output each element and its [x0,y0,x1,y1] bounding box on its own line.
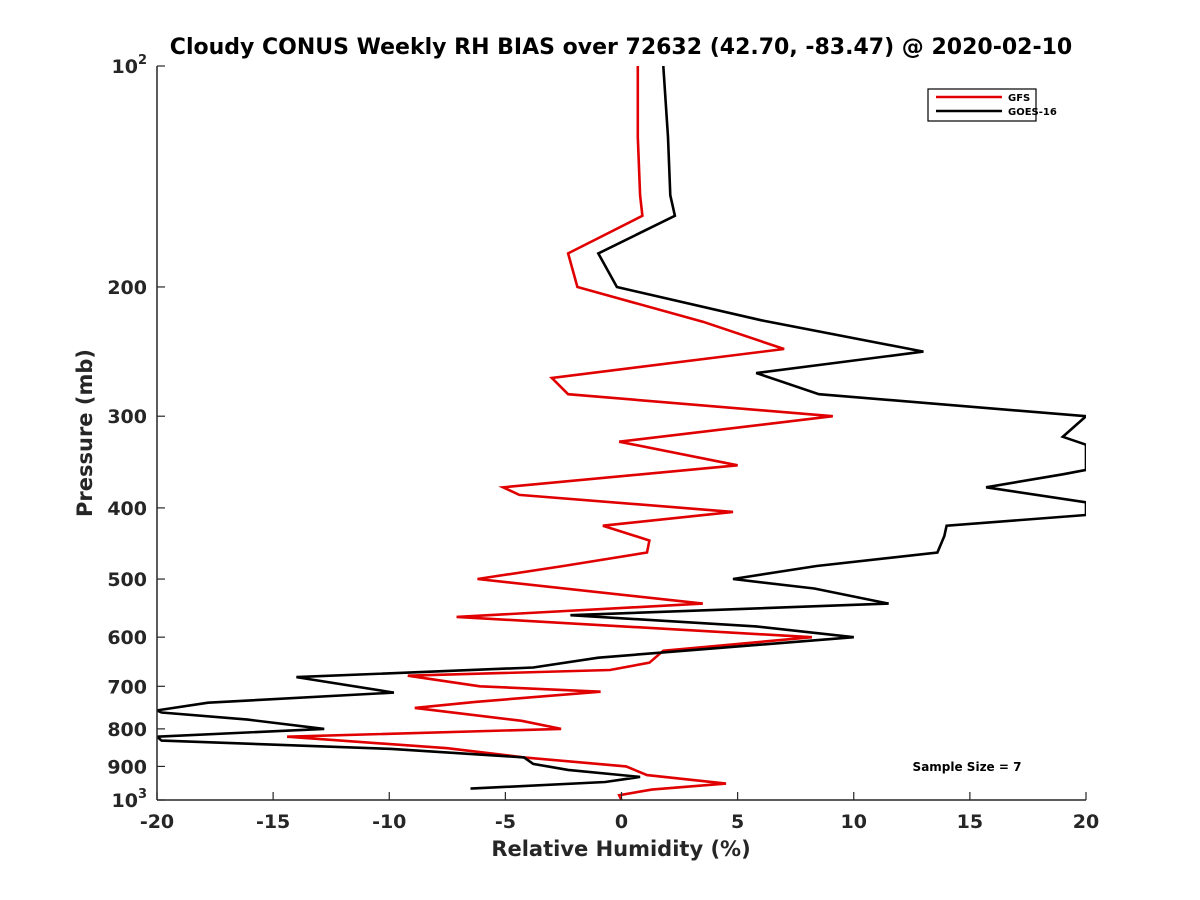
x-tick-label: -5 [495,811,516,833]
x-tick-label: -20 [140,811,174,833]
y-tick-label: 700 [107,676,147,698]
x-ticks: -20 -15 -10 -5 0 5 10 15 20 [140,792,1099,833]
legend: GFS GOES-16 [927,88,1057,122]
plot-background [157,66,1086,800]
plot-area: -20 -15 -10 -5 0 5 10 15 20 10220030040050060070… [107,53,1099,833]
x-tick-label: 5 [731,811,744,833]
legend-box [927,88,1037,122]
y-tick-base: 10 [112,56,138,78]
y-tick-label: 800 [107,719,147,741]
legend-label: GOES-16 [1008,107,1057,118]
series-line-gfs [287,66,833,800]
y-tick-exponent: 3 [138,787,147,802]
y-tick-label: 102 [112,53,148,78]
y-tick-label: 103 [112,787,148,812]
x-tick-label: 10 [841,811,867,833]
y-tick-base: 10 [112,790,138,812]
x-tick-label: -10 [372,811,406,833]
x-axis-label: Relative Humidity (%) [491,837,750,861]
y-tick-label: 300 [107,406,147,428]
chart-title: Cloudy CONUS Weekly RH BIAS over 72632 (… [170,35,1072,60]
series-layer [157,66,1086,800]
y-tick-label: 200 [107,277,147,299]
x-tick-label: 20 [1073,811,1099,833]
sample-size-annotation: Sample Size = 7 [913,760,1022,774]
y-tick-label: 600 [107,627,147,649]
y-tick-exponent: 2 [138,53,147,68]
legend-label: GFS [1008,93,1030,104]
y-axis-label: Pressure (mb) [73,349,97,517]
y-tick-label: 400 [107,498,147,520]
x-tick-label: 0 [615,811,628,833]
y-tick-label: 900 [107,756,147,778]
y-tick-label: 500 [107,569,147,591]
x-tick-label: -15 [256,811,290,833]
x-tick-label: 15 [957,811,983,833]
series-line-goes-16 [157,66,1086,790]
